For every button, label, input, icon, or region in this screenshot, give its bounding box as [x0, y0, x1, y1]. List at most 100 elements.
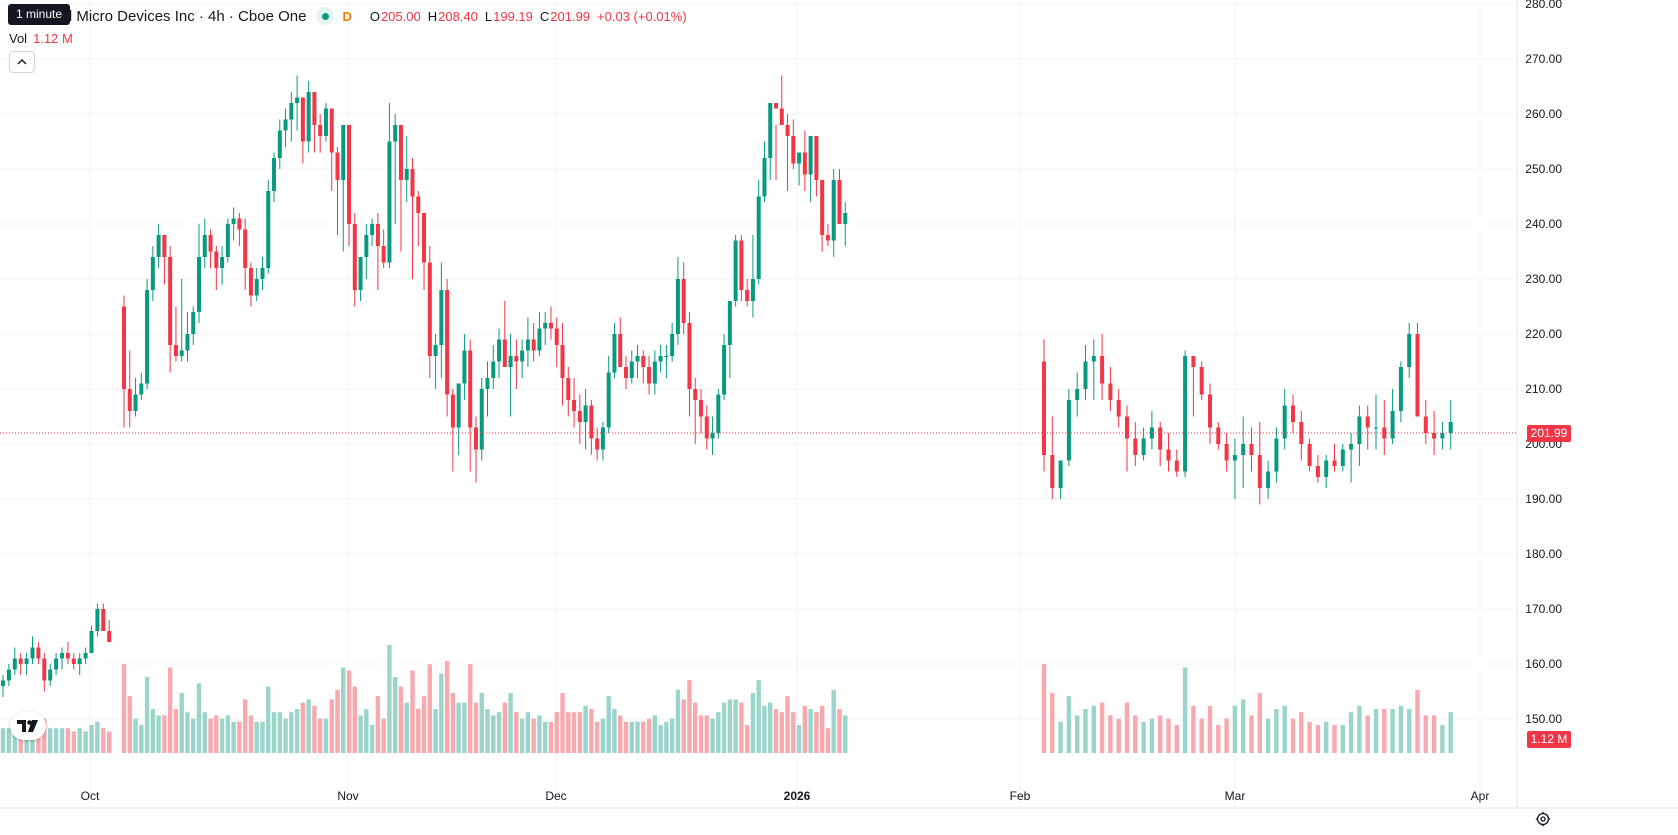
volume-bar: [1390, 709, 1395, 753]
market-status-icon[interactable]: [316, 7, 335, 25]
candle-body: [768, 103, 773, 158]
volume-bar: [571, 712, 577, 753]
candle-body: [54, 658, 59, 670]
volume-bar: [352, 686, 357, 753]
ohlc-values: O 205.00 H 208.40 L 199.19 C 201.99 +0.03 (+…: [370, 9, 694, 24]
candle-body: [629, 361, 634, 378]
volume-bar: [635, 721, 640, 753]
candle-body: [664, 356, 669, 357]
volume-bar: [271, 712, 277, 753]
volume-bar: [496, 712, 502, 753]
candle-body: [410, 169, 415, 197]
volume-bar: [675, 689, 681, 753]
candle-body: [618, 334, 623, 367]
candle-body: [473, 427, 478, 450]
volume-bar: [48, 728, 53, 753]
collapse-legend-button[interactable]: [9, 51, 35, 73]
candle-body: [185, 334, 190, 351]
candle-body: [433, 345, 438, 356]
candle-body: [150, 257, 155, 290]
candle-body: [681, 279, 686, 323]
candle-body: [785, 125, 790, 136]
volume-bar: [652, 715, 658, 753]
volume-label[interactable]: Vol: [9, 31, 28, 46]
time-axis[interactable]: Oct Nov Dec 2026 Feb Mar Apr: [81, 789, 1490, 803]
volume-bar: [491, 715, 496, 753]
symbol-title[interactable]: ced Micro Devices Inc · 4h · Cboe One: [48, 7, 307, 25]
volume-bar: [266, 686, 271, 753]
candle-body: [837, 180, 842, 224]
candle-body: [416, 196, 421, 213]
open-value: 205.00: [380, 8, 421, 24]
candle-body: [537, 328, 542, 351]
volume-bar: [606, 696, 611, 753]
volume-bar: [1182, 667, 1188, 753]
volume-bar: [89, 725, 94, 753]
volume-bar: [242, 699, 248, 753]
candle-body: [456, 383, 461, 428]
volume-bar: [277, 712, 282, 753]
candle-body: [427, 262, 432, 356]
volume-bar: [364, 709, 369, 753]
volume-bar: [179, 693, 184, 753]
candle-body: [548, 323, 553, 329]
volume-bar: [231, 721, 236, 753]
last-volume-label: 1.12 M: [1527, 731, 1571, 748]
candle-body: [531, 339, 536, 351]
volume-bar: [641, 721, 646, 753]
price-axis[interactable]: 280.00 270.00 260.00 250.00 240.00 230.00 220.…: [1525, 0, 1562, 726]
volume-legend: Vol 1.12 M: [9, 31, 73, 46]
volume-bar: [548, 721, 554, 753]
volume-bar: [594, 721, 600, 753]
candle-body: [300, 97, 305, 142]
candle-body: [18, 658, 23, 664]
tradingview-logo-icon[interactable]: [10, 712, 46, 740]
price-tick-label: 250.00: [1525, 162, 1562, 176]
candlestick-series: [1, 75, 1453, 697]
volume-bar: [167, 667, 173, 753]
volume-bar: [83, 731, 88, 753]
volume-bar: [341, 667, 346, 753]
volume-bar: [843, 715, 848, 753]
candle-body: [393, 125, 398, 142]
volume-bar: [1050, 693, 1055, 753]
price-tick-label: 150.00: [1525, 712, 1562, 726]
volume-bar: [1174, 725, 1179, 753]
volume-bar: [1398, 705, 1404, 753]
candle-body: [156, 235, 161, 257]
candle-body: [525, 339, 530, 351]
candle-body: [352, 224, 357, 290]
candle-body: [139, 383, 144, 395]
candle-body: [600, 427, 605, 450]
candle-body: [572, 400, 577, 411]
candle-body: [1091, 356, 1096, 362]
volume-bar: [12, 725, 17, 753]
volume-bar: [577, 712, 583, 753]
candle-body: [335, 152, 340, 180]
volume-bar: [410, 670, 415, 753]
volume-bar: [485, 709, 490, 753]
candle-body: [1407, 334, 1412, 367]
volume-bar: [1207, 705, 1213, 753]
volume-bar: [381, 718, 386, 753]
interval-tooltip: 1 minute: [8, 4, 71, 25]
candle-body: [733, 240, 738, 301]
data-flag-badge[interactable]: D: [342, 8, 352, 24]
volume-bar: [71, 731, 76, 753]
gear-icon[interactable]: [1533, 809, 1553, 829]
candle-body: [797, 152, 802, 164]
volume-bar: [1099, 702, 1105, 753]
volume-bar: [248, 715, 254, 753]
candle-body: [1291, 405, 1295, 422]
volume-bar: [554, 712, 559, 753]
volume-bar: [1066, 696, 1072, 753]
candle-body: [133, 394, 138, 411]
candle-body: [168, 257, 173, 345]
candle-body: [266, 191, 271, 268]
volume-bar: [1257, 693, 1262, 753]
price-tick-label: 160.00: [1525, 657, 1562, 671]
candle-body: [1133, 438, 1138, 455]
volume-bar: [156, 715, 161, 753]
volume-bar: [150, 709, 156, 753]
